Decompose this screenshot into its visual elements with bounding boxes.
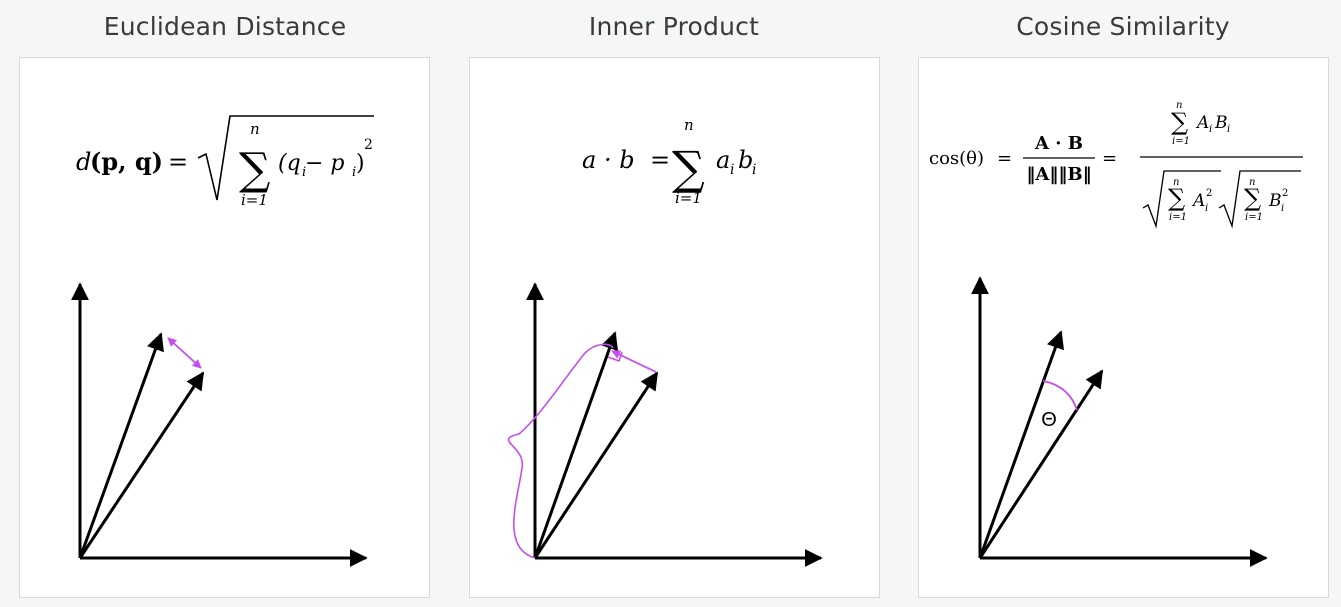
den-b-sub: i [1281, 203, 1284, 214]
den-a-pow: 2 [1206, 188, 1212, 199]
formula-eq1: = [997, 148, 1012, 169]
angle-arc [1042, 380, 1078, 411]
sum-symbol: ∑ [239, 144, 270, 195]
formula-eq: = [650, 146, 670, 174]
vector-a [978, 330, 1065, 559]
formula-args: (p, q) [90, 147, 163, 176]
panel-title-euclidean: Euclidean Distance [103, 12, 347, 41]
vector-b [978, 369, 1104, 559]
angle-label: Θ [1041, 409, 1057, 431]
term-minus-p: − p [305, 151, 345, 176]
card-inner-product: a · b = ∑ n i=1 a i b i [469, 57, 880, 598]
card-cosine: cos(θ) = A · B ‖A‖‖B‖ = ∑ n i=1 A i B i … [918, 57, 1329, 598]
den-a-sum-upper: n [1173, 177, 1179, 188]
frac1-denominator: ‖A‖‖B‖ [1026, 164, 1091, 185]
den-a-sum-lower: i=1 [1169, 212, 1187, 223]
num-sum-lower: i=1 [1172, 136, 1190, 147]
den-b-pow: 2 [1282, 188, 1288, 199]
sum-upper: n [250, 120, 260, 138]
card-euclidean: d (p, q) = ∑ n i=1 (q i − p i ) 2 [19, 57, 430, 598]
num-a: A [1195, 113, 1209, 133]
den-b-sum-lower: i=1 [1245, 212, 1263, 223]
sum-symbol: ∑ [672, 141, 705, 195]
term-a: a [716, 146, 730, 174]
cosine-formula: cos(θ) = A · B ‖A‖‖B‖ = ∑ n i=1 A i B i … [929, 100, 1303, 229]
term-b-sub: i [752, 162, 756, 178]
vector-a [533, 331, 619, 559]
formula-lhs: cos(θ) [929, 148, 984, 169]
formula-eq: = [168, 148, 188, 176]
den-radical-a [1142, 170, 1221, 229]
den-a-sub: i [1205, 203, 1208, 214]
distance-arrow [167, 337, 202, 369]
panel-title-inner-product: Inner Product [588, 12, 760, 41]
den-b-sum-upper: n [1249, 177, 1255, 188]
term-q-sub: i [302, 165, 306, 180]
formula-lhs: a · b [582, 146, 635, 174]
num-b-sub: i [1227, 124, 1230, 135]
den-radical-b [1218, 170, 1301, 229]
projection-brace [507, 343, 614, 559]
frac1-numerator: A · B [1034, 133, 1083, 154]
projection-arrow [611, 350, 657, 373]
sum-lower: i=1 [241, 191, 268, 209]
panel-title-cosine: Cosine Similarity [1016, 12, 1230, 41]
euclidean-formula: d (p, q) = ∑ n i=1 (q i − p i ) 2 [76, 115, 374, 209]
inner-product-diagram: a · b = ∑ n i=1 a i b i [507, 116, 823, 567]
sum-lower: i=1 [675, 189, 702, 207]
den-b-sum-symbol: ∑ [1244, 184, 1261, 212]
formula-fn: d [76, 148, 91, 176]
sum-upper: n [684, 116, 694, 134]
num-sum-symbol: ∑ [1171, 108, 1188, 136]
term-b: b [738, 146, 753, 174]
cosine-diagram: cos(θ) = A · B ‖A‖‖B‖ = ∑ n i=1 A i B i … [929, 100, 1303, 567]
num-a-sub: i [1209, 124, 1212, 135]
vector-b [78, 371, 205, 559]
term-q: (q [278, 151, 301, 176]
den-b: B [1268, 191, 1282, 211]
term-close: ) [356, 151, 365, 176]
term-a-sub: i [730, 162, 734, 178]
formula-eq2: = [1102, 148, 1117, 169]
term-p-sub: i [352, 165, 356, 180]
vector-b [533, 371, 659, 559]
inner-product-formula: a · b = ∑ n i=1 a i b i [582, 116, 756, 207]
den-a: A [1191, 191, 1205, 211]
radical-sign [197, 115, 374, 201]
num-b: B [1214, 113, 1228, 133]
num-sum-upper: n [1176, 100, 1182, 111]
right-angle-marker [607, 351, 623, 363]
term-power: 2 [364, 137, 373, 153]
den-a-sum-symbol: ∑ [1168, 184, 1185, 212]
euclidean-diagram: d (p, q) = ∑ n i=1 (q i − p i ) 2 [71, 115, 374, 567]
vector-a [78, 332, 164, 559]
